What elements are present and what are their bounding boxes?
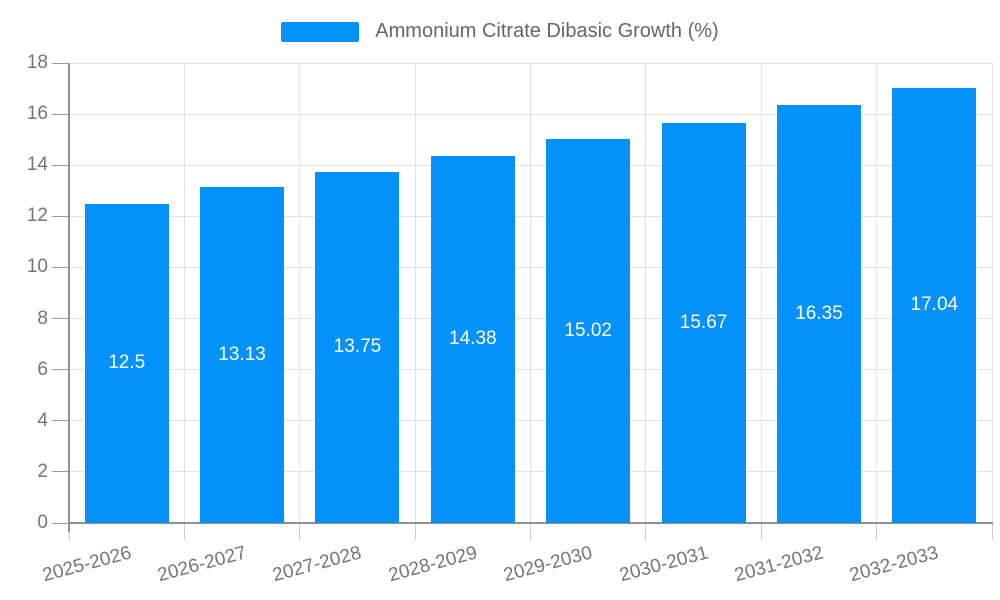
y-axis-tick bbox=[52, 215, 69, 217]
y-axis-label: 12 bbox=[26, 205, 48, 227]
x-gridline bbox=[530, 63, 531, 523]
bar-value-label: 15.67 bbox=[679, 311, 728, 333]
x-axis-tick bbox=[183, 523, 185, 540]
y-axis-tick bbox=[52, 369, 69, 371]
bar-value-label: 15.02 bbox=[564, 320, 612, 342]
y-axis-line bbox=[68, 63, 70, 532]
x-gridline bbox=[183, 63, 185, 523]
y-axis-tick bbox=[52, 420, 69, 422]
legend-item[interactable]: Ammonium Citrate Dibasic Growth (%) bbox=[0, 20, 1000, 43]
bar-value-label: 13.13 bbox=[218, 344, 266, 366]
x-gridline bbox=[760, 63, 762, 523]
bar[interactable] bbox=[892, 87, 977, 523]
bar[interactable] bbox=[84, 203, 169, 523]
x-axis-tick bbox=[645, 523, 647, 540]
y-axis-label: 18 bbox=[26, 52, 48, 73]
x-axis-line bbox=[68, 522, 993, 524]
x-gridline bbox=[876, 63, 878, 523]
y-axis-tick bbox=[52, 522, 69, 524]
bar[interactable] bbox=[315, 171, 400, 523]
y-axis-label: 16 bbox=[26, 103, 48, 125]
bar-value-label: 12.5 bbox=[108, 352, 146, 374]
y-axis-tick bbox=[52, 113, 69, 115]
bar-value-label: 17.04 bbox=[910, 294, 959, 316]
y-axis-tick bbox=[52, 62, 69, 64]
x-axis-tick bbox=[530, 523, 531, 540]
y-axis-label: 0 bbox=[37, 512, 48, 533]
y-axis-tick bbox=[52, 318, 69, 320]
x-gridline bbox=[645, 63, 647, 523]
x-axis-tick bbox=[299, 523, 301, 540]
legend-label: Ammonium Citrate Dibasic Growth (%) bbox=[375, 20, 719, 42]
bar-value-label: 14.38 bbox=[449, 328, 497, 350]
x-gridline bbox=[991, 63, 993, 523]
x-axis-tick bbox=[876, 523, 878, 540]
bar-value-label: 16.35 bbox=[795, 303, 843, 325]
y-axis-tick bbox=[52, 471, 69, 473]
x-gridline bbox=[299, 63, 301, 523]
x-gridline bbox=[414, 63, 416, 523]
y-axis-label: 2 bbox=[37, 460, 48, 482]
bar[interactable] bbox=[200, 187, 285, 523]
x-axis-tick bbox=[991, 523, 993, 540]
x-axis-tick bbox=[760, 523, 762, 540]
y-axis-label: 14 bbox=[26, 154, 48, 176]
legend-swatch bbox=[281, 21, 360, 42]
bar-value-label: 13.75 bbox=[333, 336, 382, 358]
y-axis-tick bbox=[52, 266, 69, 268]
bar[interactable] bbox=[661, 122, 746, 523]
bar[interactable] bbox=[546, 139, 631, 523]
y-axis-label: 6 bbox=[37, 358, 48, 380]
bar[interactable] bbox=[776, 105, 861, 523]
y-axis-tick bbox=[52, 164, 69, 166]
y-axis-label: 8 bbox=[37, 307, 48, 329]
x-axis-tick bbox=[414, 523, 416, 540]
y-axis-label: 10 bbox=[26, 256, 48, 278]
y-axis-label: 4 bbox=[37, 409, 48, 431]
bar[interactable] bbox=[430, 155, 515, 523]
